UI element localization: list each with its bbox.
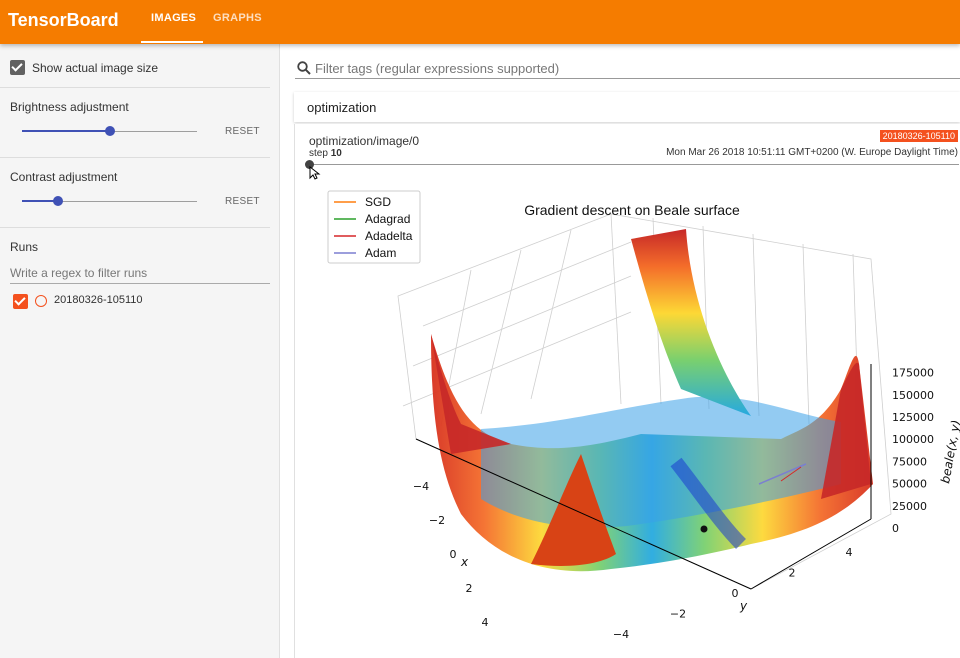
brightness-slider-knob[interactable] <box>105 126 115 136</box>
active-tab-indicator <box>141 41 203 43</box>
x-tick-label: 2 <box>466 582 473 595</box>
y-tick-label: −2 <box>670 608 686 621</box>
beale-surface-plot: Gradient descent on Beale surface SGD Ada… <box>327 190 960 641</box>
y-axis-label: y <box>739 599 748 613</box>
run-name: 20180326-105110 <box>54 294 143 306</box>
x-tick-label: 0 <box>450 548 457 561</box>
main-panel: Filter tags (regular expressions support… <box>281 44 960 658</box>
step-slider-track[interactable] <box>309 164 959 165</box>
divider <box>0 227 270 228</box>
run-color-circle <box>35 295 47 307</box>
image-tag: optimization/image/0 <box>309 134 420 148</box>
top-bar: TensorBoard IMAGES GRAPHS <box>0 0 960 44</box>
search-underline <box>295 78 960 79</box>
step-slider-knob[interactable] <box>305 160 314 169</box>
cursor-icon <box>309 166 321 180</box>
legend-label-adam: Adam <box>365 246 396 260</box>
surface-peak-back <box>631 229 751 416</box>
plot-axes <box>415 364 872 590</box>
contrast-reset-button[interactable]: RESET <box>225 196 260 207</box>
show-actual-size-label: Show actual image size <box>32 61 159 75</box>
y-tick-label: 0 <box>732 587 739 600</box>
x-tick-labels: −4 −2 0 2 4 <box>413 480 489 629</box>
brightness-slider-fill <box>22 130 110 132</box>
z-tick-label: 50000 <box>892 478 927 491</box>
y-tick-label: −4 <box>613 628 629 641</box>
z-tick-label: 100000 <box>892 433 934 446</box>
run-filter-input[interactable]: Write a regex to filter runs <box>10 266 270 284</box>
run-checkbox[interactable] <box>13 294 28 309</box>
z-tick-label: 150000 <box>892 389 934 402</box>
z-tick-label: 175000 <box>892 367 934 380</box>
runs-title: Runs <box>10 240 39 254</box>
surface-peak-left <box>431 334 511 454</box>
contrast-slider-fill <box>22 200 58 202</box>
section-title: optimization <box>307 100 377 115</box>
z-tick-label: 125000 <box>892 411 934 424</box>
run-badge: 20180326-105110 <box>879 130 958 142</box>
section-header[interactable]: optimization <box>294 92 960 122</box>
legend-label-adadelta: Adadelta <box>365 229 413 243</box>
step-value: 10 <box>330 148 342 159</box>
tab-images[interactable]: IMAGES <box>151 12 197 24</box>
divider <box>0 87 270 88</box>
tab-graphs[interactable]: GRAPHS <box>213 12 262 24</box>
y-tick-labels: −4 −2 0 2 4 <box>613 546 853 641</box>
minimum-marker <box>700 525 708 533</box>
timestamp: Mon Mar 26 2018 10:51:11 GMT+0200 (W. Eu… <box>666 147 958 158</box>
brightness-reset-button[interactable]: RESET <box>225 126 260 137</box>
legend-label-sgd: SGD <box>365 195 391 209</box>
sidebar: Show actual image size Brightness adjust… <box>0 44 280 658</box>
contrast-slider-track[interactable] <box>22 201 197 202</box>
z-tick-labels: 0 25000 50000 75000 100000 125000 150000 175000 <box>892 367 934 535</box>
step-info: step 10 <box>309 148 342 159</box>
x-tick-label: −4 <box>413 480 429 493</box>
x-tick-label: 4 <box>482 616 489 629</box>
z-tick-label: 0 <box>892 522 899 535</box>
contrast-label: Contrast adjustment <box>10 170 118 184</box>
x-axis-label: x <box>460 555 469 569</box>
legend-label-adagrad: Adagrad <box>365 212 410 226</box>
show-actual-size-checkbox[interactable] <box>10 60 25 75</box>
contrast-slider-knob[interactable] <box>53 196 63 206</box>
adadelta-path <box>780 466 802 482</box>
z-tick-label: 75000 <box>892 455 927 468</box>
search-icon <box>297 61 311 75</box>
app-title: TensorBoard <box>8 10 119 30</box>
adam-path <box>758 463 807 485</box>
z-axis-label: beale(x, y) <box>938 419 960 485</box>
surface-trough <box>670 457 746 549</box>
legend: SGD Adagrad Adadelta Adam <box>327 190 421 264</box>
y-tick-label: 2 <box>789 567 796 580</box>
z-tick-label: 25000 <box>892 500 927 513</box>
brightness-label: Brightness adjustment <box>10 100 129 114</box>
x-tick-label: −2 <box>429 514 445 527</box>
tag-filter-input[interactable]: Filter tags (regular expressions support… <box>315 61 560 76</box>
y-tick-label: 4 <box>846 546 853 559</box>
divider <box>0 157 270 158</box>
step-label: step <box>309 148 328 159</box>
surface-peak-right <box>821 362 871 499</box>
chart-title: Gradient descent on Beale surface <box>524 202 740 218</box>
